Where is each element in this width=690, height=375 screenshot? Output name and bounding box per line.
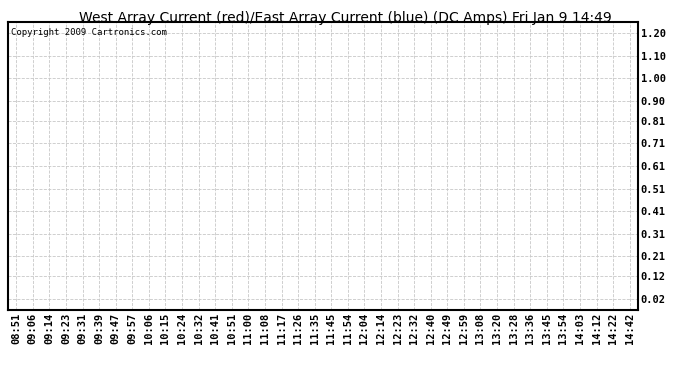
Text: Copyright 2009 Cartronics.com: Copyright 2009 Cartronics.com [11,28,167,37]
Text: West Array Current (red)/East Array Current (blue) (DC Amps) Fri Jan 9 14:49: West Array Current (red)/East Array Curr… [79,11,611,25]
